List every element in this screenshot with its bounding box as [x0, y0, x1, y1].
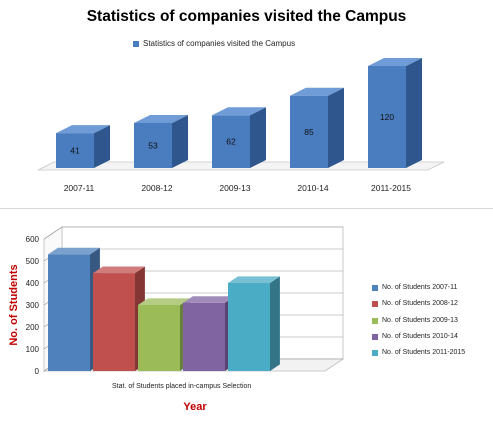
y-tick-label: 500 — [26, 257, 40, 266]
legend-swatch — [372, 333, 378, 340]
data-label: 62 — [226, 137, 236, 147]
bar — [290, 87, 344, 168]
legend-swatch — [372, 349, 378, 356]
x-tick-label: 2011-2015 — [371, 183, 411, 193]
y-tick-label: 0 — [35, 367, 40, 376]
bar-side — [406, 58, 422, 168]
legend-swatch — [372, 284, 378, 291]
legend-swatch — [372, 317, 378, 324]
legend-item: No. of Students 2010-14 — [372, 333, 458, 340]
companies-chart-title: Statistics of companies visited the Camp… — [86, 8, 407, 25]
bar — [228, 276, 280, 371]
bar — [93, 266, 145, 371]
students-chart-panel: 0 100 200 300 400 500 600 Stat. of Students pla… — [0, 208, 493, 428]
legend-item: No. of Students 2007-11 — [372, 284, 457, 291]
students-bar-chart: 0 100 200 300 400 500 600 Stat. of Students pla… — [8, 226, 345, 413]
legend-label: No. of Students 2009-13 — [382, 317, 458, 324]
data-label: 53 — [148, 140, 158, 150]
bar-top — [93, 266, 145, 274]
data-label: 120 — [380, 112, 394, 122]
legend-item: No. of Students 2008-12 — [372, 300, 458, 307]
bar-side — [250, 107, 266, 168]
data-label: 41 — [70, 146, 80, 156]
bar-top — [212, 107, 266, 116]
bar-front — [56, 133, 94, 168]
companies-bar-chart: 41 2007-11 53 2008-12 62 2009-13 85 2010-14 120 2… — [37, 58, 445, 193]
bar-top — [228, 276, 280, 283]
bar-front — [228, 283, 270, 371]
bar-front — [368, 66, 406, 168]
bar-front — [134, 122, 172, 168]
legend-label: No. of Students 2010-14 — [382, 333, 458, 340]
bar-front — [290, 95, 328, 168]
x-category-label: Stat. of Students placed in-campus Selec… — [112, 383, 251, 390]
legend-swatch — [372, 300, 378, 307]
y-axis-title: No. of Students — [8, 264, 20, 345]
legend-item: No. of Students 2011-2015 — [372, 349, 465, 356]
bar-front — [138, 305, 180, 371]
bar-top — [138, 298, 190, 305]
y-tick-label: 300 — [26, 301, 40, 310]
bar-side — [270, 276, 280, 371]
gridline — [43, 226, 343, 240]
bar-side — [172, 114, 188, 168]
legend-label: No. of Students 2008-12 — [382, 300, 458, 307]
y-tick-label: 600 — [26, 235, 40, 244]
x-tick-label: 2009-13 — [219, 183, 250, 193]
bar-front — [93, 273, 135, 371]
bar-top — [183, 296, 235, 303]
x-tick-label: 2008-12 — [141, 183, 172, 193]
x-axis-title: Year — [183, 401, 207, 413]
bar — [134, 114, 188, 168]
bar — [183, 296, 235, 371]
legend-swatch — [133, 40, 139, 47]
bar-side — [328, 87, 344, 168]
legend-label: No. of Students 2007-11 — [382, 284, 458, 291]
bar-front — [183, 302, 225, 371]
legend-item: No. of Students 2009-13 — [372, 317, 458, 324]
y-tick-label: 100 — [26, 345, 40, 354]
legend-label: No. of Students 2011-2015 — [382, 349, 466, 356]
bar-side — [94, 125, 110, 168]
bar — [48, 247, 100, 371]
bar-top — [56, 125, 110, 134]
data-label: 85 — [304, 127, 314, 137]
y-tick-label: 200 — [26, 323, 40, 332]
y-tick-label: 400 — [26, 279, 40, 288]
bar-top — [290, 87, 344, 96]
bar-front — [212, 115, 250, 168]
legend-label: Statistics of companies visited the Camp… — [143, 39, 296, 48]
bar-front — [48, 254, 90, 371]
x-tick-label: 2010-14 — [297, 183, 328, 193]
bar — [56, 125, 110, 168]
companies-chart-panel: Statistics of companies visited the Camp… — [0, 0, 493, 205]
bar-top — [48, 247, 100, 255]
companies-chart-legend: Statistics of companies visited the Camp… — [133, 39, 295, 48]
bar-top — [368, 58, 422, 66]
bar-top — [134, 114, 188, 123]
bar — [138, 298, 190, 371]
bar — [212, 107, 266, 168]
bar — [368, 58, 422, 168]
x-tick-label: 2007-11 — [64, 183, 95, 193]
